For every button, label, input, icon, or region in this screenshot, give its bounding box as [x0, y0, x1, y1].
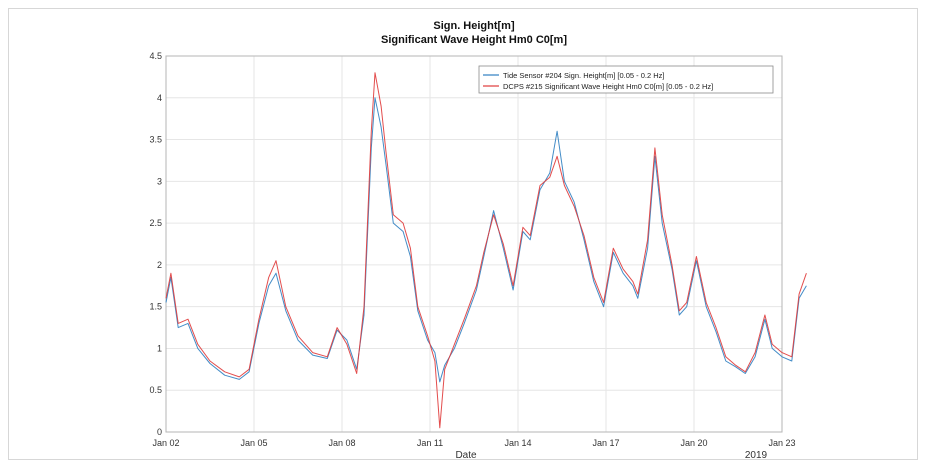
x-tick-label: Jan 05 [240, 438, 267, 448]
x-tick-label: Jan 23 [768, 438, 795, 448]
y-tick-label: 3 [157, 176, 162, 186]
x-axis-label: Date [455, 450, 477, 459]
y-tick-label: 1 [157, 343, 162, 353]
x-tick-label: Jan 08 [328, 438, 355, 448]
legend-entry-dcps: DCPS #215 Significant Wave Height Hm0 C0… [503, 82, 713, 91]
legend: Tide Sensor #204 Sign. Height[m] [0.05 -… [478, 65, 774, 94]
figure-frame: 0 0.5 1 1.5 2 2.5 3 3.5 4 4.5 Jan 02 Jan 05 Jan 08 Ja… [8, 8, 918, 460]
y-tick-label: 1.5 [149, 302, 162, 312]
plot-area [165, 55, 783, 433]
y-tick-label: 4 [157, 93, 162, 103]
x-tick-label: Jan 02 [152, 438, 179, 448]
x-tick-label: Jan 17 [592, 438, 619, 448]
wave-height-chart: 0 0.5 1 1.5 2 2.5 3 3.5 4 4.5 Jan 02 Jan 05 Jan 08 Ja… [149, 20, 807, 459]
axis-ticks: 0 0.5 1 1.5 2 2.5 3 3.5 4 4.5 Jan 02 Jan 05 Jan 08 Ja… [149, 51, 795, 448]
x-tick-label: Jan 20 [680, 438, 707, 448]
x-tick-label: Jan 14 [504, 438, 531, 448]
legend-entry-tide-sensor: Tide Sensor #204 Sign. Height[m] [0.05 -… [503, 71, 664, 80]
grid [165, 55, 783, 433]
chart-subtitle: Significant Wave Height Hm0 C0[m] [381, 34, 567, 46]
series-layer [165, 72, 807, 429]
x-tick-label: Jan 11 [417, 438, 443, 448]
legend-box [478, 65, 774, 94]
y-tick-label: 2.5 [149, 218, 162, 228]
series-line-0 [165, 97, 807, 383]
x-axis-year-label: 2019 [745, 450, 768, 459]
y-tick-label: 0.5 [149, 385, 162, 395]
series-line-1 [165, 72, 807, 429]
y-tick-label: 0 [157, 427, 162, 437]
y-tick-label: 4.5 [149, 51, 162, 61]
y-tick-label: 2 [157, 260, 162, 270]
y-tick-label: 3.5 [149, 135, 162, 145]
chart-title: Sign. Height[m] [433, 20, 515, 32]
